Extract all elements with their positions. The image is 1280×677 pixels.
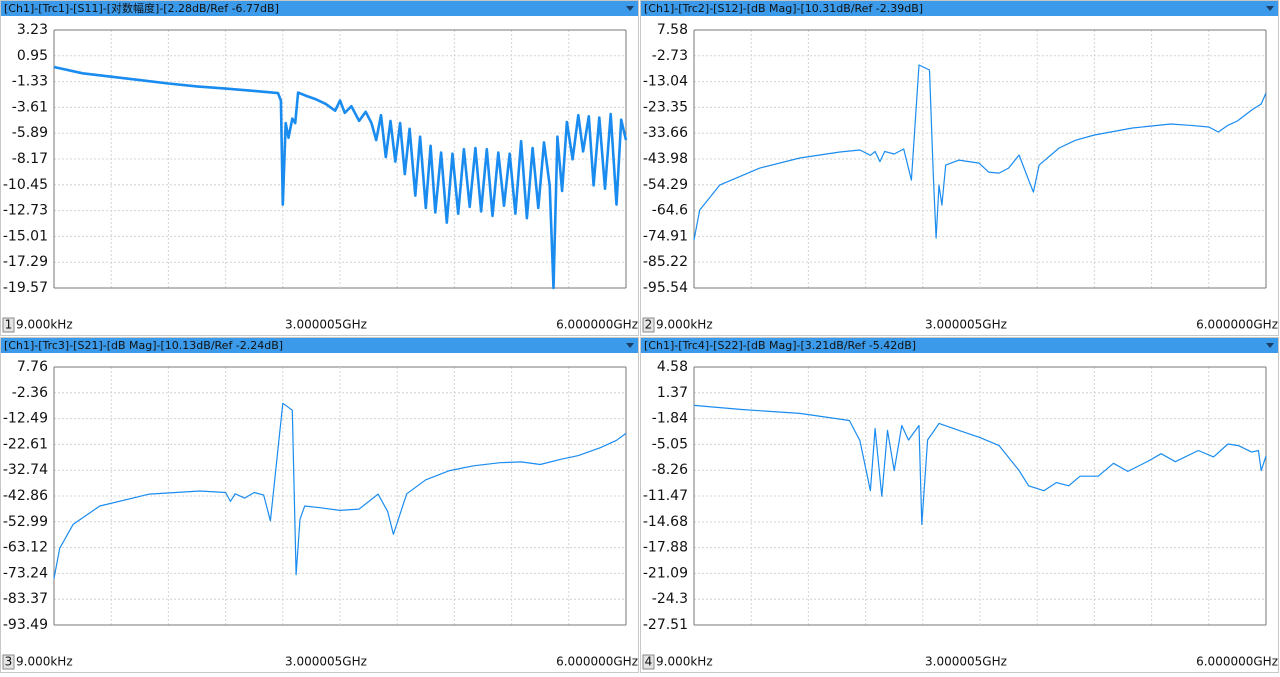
- x-tick-label: 9.000kHz: [16, 318, 73, 332]
- trace: [693, 404, 1267, 525]
- header-arrow[interactable]: [1266, 343, 1274, 348]
- y-tick-label: -12.73: [3, 203, 48, 219]
- y-tick-label: -17.88: [643, 540, 688, 556]
- panel-number-box: [642, 317, 655, 333]
- y-tick-label: -54.29: [643, 177, 688, 193]
- panel-number: 3: [5, 655, 13, 669]
- y-tick-label: -27.51: [643, 617, 688, 633]
- y-tick-label: 1.37: [657, 385, 688, 401]
- y-tick-label: -5.89: [12, 125, 48, 141]
- y-tick-label: -93.49: [3, 617, 48, 633]
- panel-header[interactable]: [1, 338, 638, 353]
- panel-title: [Ch1]-[Trc2]-[S12]-[dB Mag]-[10.31dB/Ref…: [644, 2, 923, 15]
- trace: [53, 402, 627, 579]
- y-tick-label: 7.76: [17, 359, 48, 375]
- y-tick-label: -83.37: [3, 591, 48, 607]
- y-tick-label: -74.91: [643, 228, 688, 244]
- y-tick-label: -17.29: [3, 254, 48, 270]
- y-tick-label: -2.73: [652, 48, 688, 64]
- y-tick-label: -8.17: [12, 151, 48, 167]
- y-tick-label: -19.57: [3, 280, 48, 296]
- x-tick-label: 6.000000GHz: [1196, 655, 1278, 669]
- y-tick-label: 3.23: [17, 22, 48, 38]
- x-tick-label: 6.000000GHz: [556, 318, 638, 332]
- panel-number-box: [2, 654, 15, 670]
- y-tick-label: -32.74: [3, 462, 48, 478]
- x-tick-label: 3.000005GHz: [925, 655, 1007, 669]
- x-tick-label: 9.000kHz: [16, 655, 73, 669]
- trace: [53, 65, 628, 290]
- x-tick-label: 6.000000GHz: [556, 655, 638, 669]
- x-tick-label: 3.000005GHz: [285, 318, 367, 332]
- panel-number: 1: [5, 318, 13, 332]
- y-tick-label: -22.61: [3, 436, 48, 452]
- header-arrow[interactable]: [626, 6, 634, 11]
- y-tick-label: -63.12: [3, 540, 48, 556]
- x-tick-label: 9.000kHz: [656, 655, 713, 669]
- y-tick-label: -64.6: [652, 203, 688, 219]
- panel-number: 4: [645, 655, 653, 669]
- panel-number-box: [2, 317, 15, 333]
- y-tick-label: -11.47: [643, 488, 688, 504]
- y-tick-label: -43.98: [643, 151, 688, 167]
- trace: [693, 64, 1267, 241]
- y-tick-label: 0.95: [17, 48, 48, 64]
- panel-number: 2: [645, 318, 653, 332]
- panel-title: [Ch1]-[Trc1]-[S11]-[对数幅度]-[2.28dB/Ref -6…: [4, 1, 279, 15]
- y-tick-label: 4.58: [657, 359, 688, 375]
- panel-title: [Ch1]-[Trc3]-[S21]-[dB Mag]-[10.13dB/Ref…: [4, 339, 283, 352]
- panel-header[interactable]: [641, 338, 1278, 353]
- y-tick-label: -95.54: [643, 280, 688, 296]
- y-tick-label: -42.86: [3, 488, 48, 504]
- x-tick-label: 6.000000GHz: [1196, 318, 1278, 332]
- y-tick-label: -24.3: [652, 591, 688, 607]
- y-tick-label: -14.68: [643, 514, 688, 530]
- y-tick-label: -1.84: [652, 411, 688, 427]
- panel-title: [Ch1]-[Trc4]-[S22]-[dB Mag]-[3.21dB/Ref …: [644, 339, 916, 352]
- y-tick-label: -21.09: [643, 565, 688, 581]
- y-tick-label: -15.01: [3, 228, 48, 244]
- y-tick-label: 7.58: [657, 22, 688, 38]
- panel-header[interactable]: [641, 1, 1278, 16]
- panel-number-box: [642, 654, 655, 670]
- y-tick-label: -12.49: [3, 411, 48, 427]
- panel-frame: [0, 337, 639, 673]
- y-tick-label: -2.36: [12, 385, 48, 401]
- panel-frame: [640, 337, 1279, 673]
- x-tick-label: 9.000kHz: [656, 318, 713, 332]
- y-tick-label: -73.24: [3, 565, 48, 581]
- y-tick-label: -3.61: [12, 99, 48, 115]
- header-arrow[interactable]: [626, 343, 634, 348]
- x-tick-label: 3.000005GHz: [285, 655, 367, 669]
- panel-header[interactable]: [1, 1, 638, 16]
- y-tick-label: -33.66: [643, 125, 688, 141]
- y-tick-label: -23.35: [643, 99, 688, 115]
- panel-frame: [640, 0, 1279, 336]
- x-tick-label: 3.000005GHz: [925, 318, 1007, 332]
- y-tick-label: -13.04: [643, 74, 688, 90]
- y-tick-label: -5.05: [652, 436, 688, 452]
- y-tick-label: -1.33: [12, 74, 48, 90]
- y-tick-label: -8.26: [652, 462, 688, 478]
- y-tick-label: -52.99: [3, 514, 48, 530]
- header-arrow[interactable]: [1266, 6, 1274, 11]
- y-tick-label: -10.45: [3, 177, 48, 193]
- y-tick-label: -85.22: [643, 254, 688, 270]
